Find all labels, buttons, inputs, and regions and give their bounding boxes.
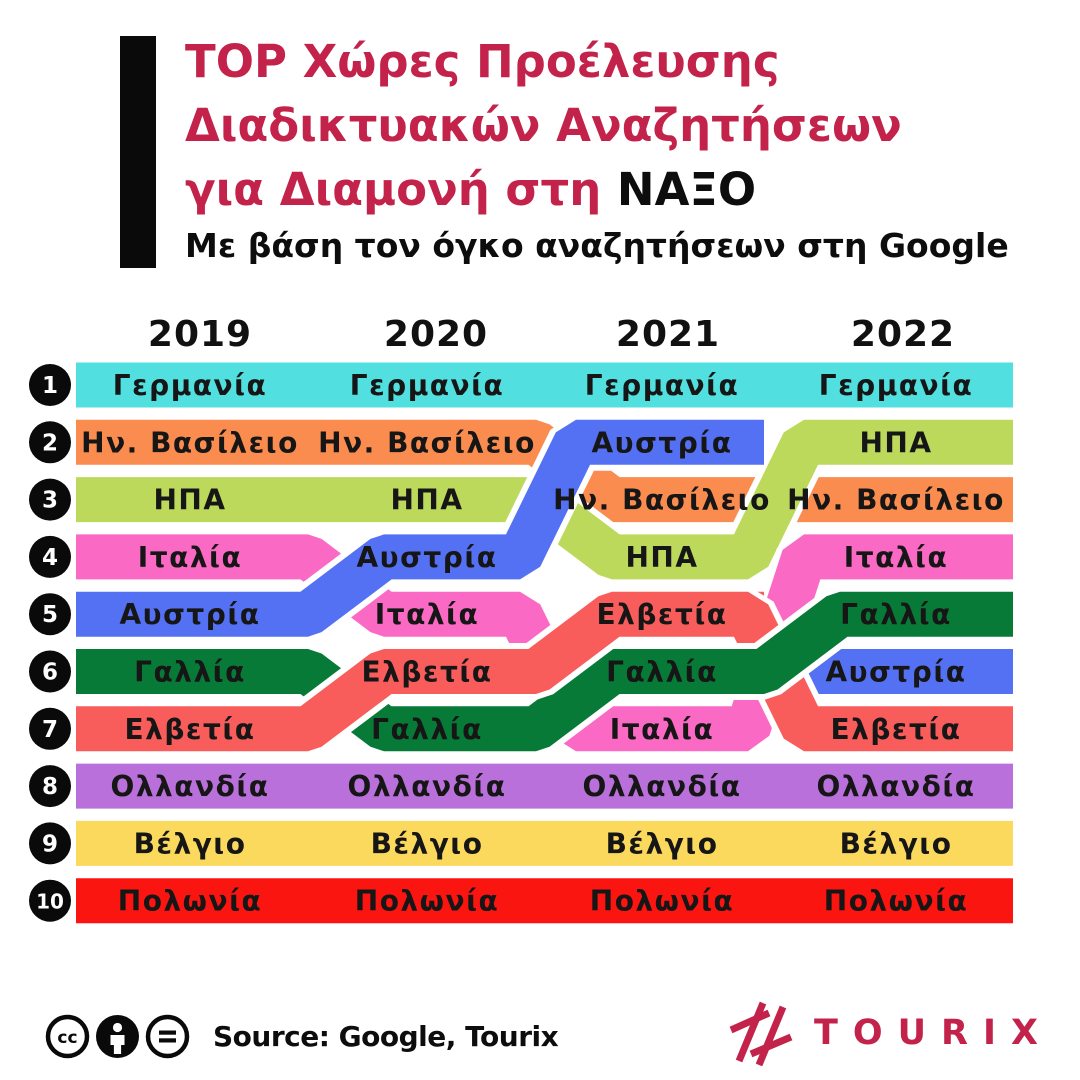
band-label: Ολλανδία [583,770,742,803]
band-label: Ολλανδία [111,770,270,803]
band-label: Ελβετία [362,656,493,689]
band-label: Ελβετία [125,713,256,746]
rank-badge [29,765,71,808]
band-label: Γαλλία [606,656,718,689]
page-title-line1: TOP Χώρες Προέλευσης [185,35,780,88]
rank-number: 1 [42,373,58,399]
band-label: Πολωνία [118,885,262,918]
band-label: Βέλγιο [371,827,484,860]
logo-hash-icon [729,1001,793,1066]
band-label: ΗΠΑ [390,484,463,517]
rank-number: 5 [42,602,58,628]
band-label: Γαλλία [371,713,483,746]
band-label: Αυστρία [120,598,261,631]
brand-logo: TOURIX [728,1000,1038,1066]
rank-badge [29,707,71,750]
year-header-2019: 2019 [148,314,252,355]
year-header-2022: 2022 [851,314,955,355]
band-label: Πολωνία [824,885,968,918]
rank-badge [29,478,71,521]
year-header-2020: 2020 [384,314,488,355]
band-label: Ην. Βασίλειο [787,484,1005,517]
band-label: Γαλλία [134,656,246,689]
band-label: Γερμανία [585,369,740,402]
page-title-line3-black: ΝΑΞΟ [616,163,757,216]
ribbon-Γαλλία [620,591,1013,694]
band-label: Ολλανδία [817,770,976,803]
title-accent-bar [120,36,156,268]
rank-number: 4 [42,545,58,571]
band-label: ΗΠΑ [859,426,932,459]
band-label: Γερμανία [350,369,505,402]
rank-number: 7 [42,717,58,743]
logo-text: TOURIX [813,1013,1053,1053]
page-title-line2: Διαδικτυακών Αναζητήσεων [185,99,902,152]
cc-icon: cc [45,1014,90,1059]
band-label: Γερμανία [819,369,974,402]
band-label: Αυστρία [826,656,967,689]
band-label: Αυστρία [357,541,498,574]
rank-number: 6 [42,660,58,686]
band-label: Πολωνία [590,885,734,918]
rank-badge [29,650,71,693]
band-label: Βέλγιο [606,827,719,860]
svg-text:cc: cc [57,1028,77,1048]
attribution-person-icon [96,1015,139,1058]
band-label: Ην. Βασίλειο [81,426,299,459]
band-label: Πολωνία [355,885,499,918]
rank-number: 3 [42,488,58,514]
year-header-2021: 2021 [616,314,720,355]
band-label: Ιταλία [610,713,714,746]
rank-badge [29,421,71,464]
band-label: Γερμανία [113,369,268,402]
rank-badge [29,535,71,578]
rank-badge [29,364,71,406]
band-label: Γαλλία [840,598,952,631]
ribbon-Αυστρία [76,419,764,637]
band-label: Ην. Βασίλειο [553,484,771,517]
title-block: TOP Χώρες Προέλευσης Διαδικτυακών Αναζητ… [185,30,1025,268]
band-label: Ιταλία [138,541,242,574]
rank-number: 10 [36,890,64,914]
rank-number: 8 [42,774,58,800]
rank-badge [29,822,71,865]
band-label: Αυστρία [592,426,733,459]
band-label: Ιταλία [375,598,479,631]
band-label: Ολλανδία [348,770,507,803]
band-label: Ιταλία [844,541,948,574]
band-label: Βέλγιο [840,827,953,860]
band-label: ΗΠΑ [153,484,226,517]
rank-badge [29,879,71,922]
rank-number: 2 [42,430,58,456]
band-label: Ελβετία [597,598,728,631]
page-title-line3: για Διαμονή στη ΝΑΞΟ [185,158,1025,222]
rank-badge [29,593,71,636]
source-text: Source: Google, Tourix [213,1020,559,1053]
band-label: Ελβετία [831,713,962,746]
equals-icon [145,1014,190,1059]
page-subtitle: Με βάση τον όγκο αναζητήσεων στη Google [185,226,1009,265]
rank-number: 9 [42,831,58,857]
band-label: Ην. Βασίλειο [318,426,536,459]
band-label: Βέλγιο [134,827,247,860]
footer-license-row: cc Source: Google, Tourix [45,1014,559,1059]
band-label: ΗΠΑ [625,541,698,574]
ribbon-ΗΠΑ [76,419,1013,580]
page-title-line3-red: για Διαμονή στη [185,163,602,216]
